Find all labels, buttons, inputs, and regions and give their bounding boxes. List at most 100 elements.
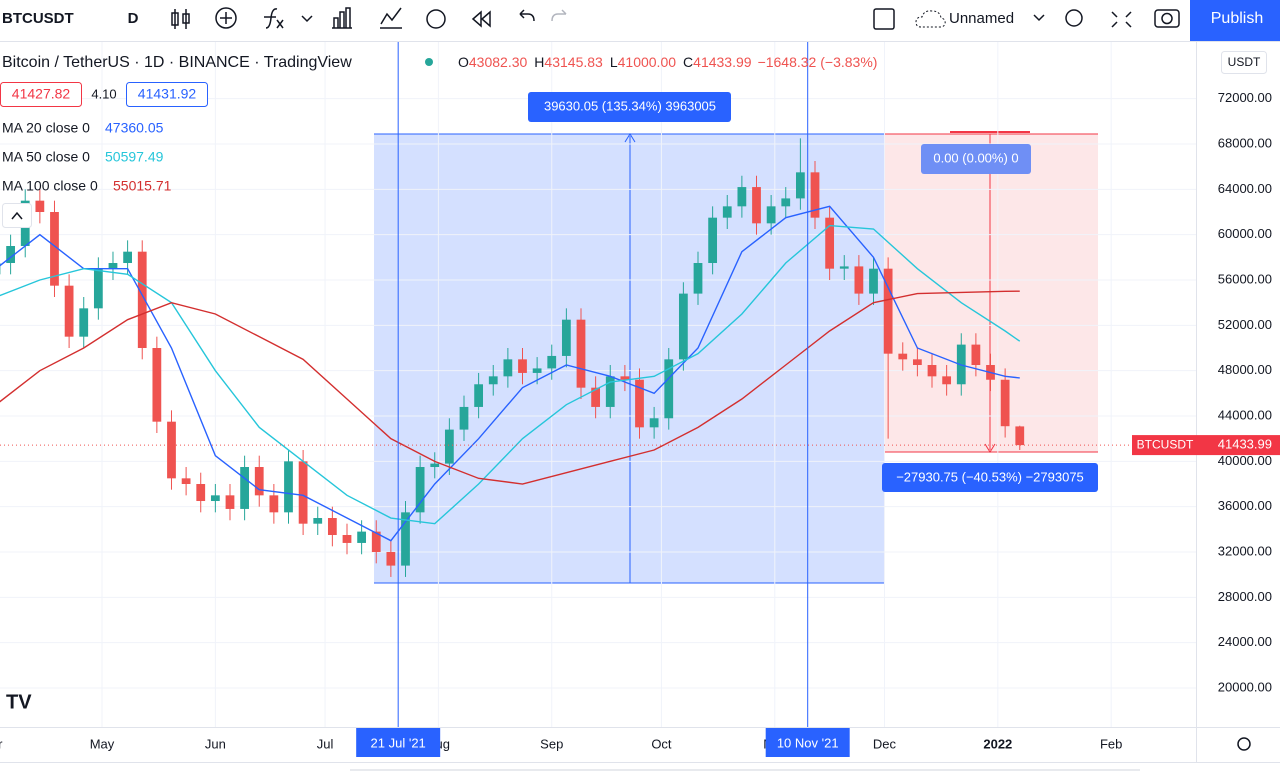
currency: USDT	[1228, 55, 1261, 69]
spread: 4.10	[91, 86, 116, 101]
publish-button[interactable]	[1190, 0, 1280, 41]
ma-legend-value: 50597.49	[105, 149, 164, 165]
ohlc-key: H	[534, 54, 544, 70]
plot-area: 39630.05 (135.34%) 3963005 0.00 (0.00%) …	[0, 42, 1196, 727]
candle-body	[240, 467, 249, 509]
candle-body	[167, 421, 176, 479]
toolbar	[0, 0, 1280, 42]
currency-box[interactable]	[1221, 51, 1267, 74]
measure-label-box	[882, 463, 1098, 492]
candle-body	[576, 319, 586, 388]
candle-body	[357, 531, 367, 543]
ask-box[interactable]	[126, 82, 208, 107]
y-tick-label: 64000.00	[1218, 181, 1272, 196]
price-axis: 20000.00 24000.00 28000.00 32000.00 36000.00…	[1218, 90, 1272, 694]
tv-logo[interactable]: TV	[6, 691, 32, 713]
ohlc-value: 43082.30	[469, 54, 528, 70]
layout-name[interactable]: Unnamed	[949, 10, 1014, 27]
publish-label: Publish	[1211, 10, 1263, 27]
candle-body	[898, 353, 908, 360]
candle-body	[35, 200, 45, 213]
cloud-icon[interactable]	[915, 10, 946, 28]
replay-icon[interactable]	[471, 10, 491, 28]
collapse-button[interactable]	[2, 203, 32, 228]
candle-body	[620, 376, 630, 380]
change: −1648.32 (−3.83%)	[758, 54, 878, 70]
candle-body	[108, 263, 118, 269]
candle-body	[795, 172, 805, 199]
candle-body	[591, 387, 601, 407]
candle-body	[313, 518, 323, 524]
ma-legend-name: MA 100 close 0	[2, 178, 98, 194]
templates-icon[interactable]	[332, 7, 352, 29]
y-tick-label: 40000.00	[1218, 453, 1272, 468]
candle-body	[722, 206, 732, 218]
alert-icon[interactable]	[426, 9, 446, 29]
y-tick-label: 48000.00	[1218, 362, 1272, 377]
chart-type-icon[interactable]	[171, 9, 190, 29]
candle-body	[737, 187, 747, 207]
settings-icon[interactable]	[1237, 737, 1251, 751]
toolbar-icons	[171, 7, 1180, 30]
y-tick-label: 44000.00	[1218, 407, 1272, 422]
measure-label-box	[921, 144, 1031, 174]
dropdown-icon[interactable]	[1033, 14, 1045, 22]
candle-body	[342, 535, 352, 543]
short-measure-box[interactable]	[884, 134, 1098, 452]
y-tick-label: 56000.00	[1218, 271, 1272, 286]
candle-body	[854, 266, 864, 294]
candle-body	[518, 359, 527, 373]
y-tick-label: 32000.00	[1218, 543, 1272, 558]
redo-icon[interactable]	[551, 9, 567, 22]
ohlc-key: C	[683, 54, 693, 70]
candle-body	[810, 172, 820, 218]
ma-legend-name: MA 50 close 0	[2, 149, 90, 165]
candle-body	[839, 266, 849, 269]
candle-body	[825, 217, 835, 269]
undo-icon[interactable]	[519, 9, 535, 22]
candle-body	[649, 418, 659, 428]
candle-body	[942, 376, 952, 385]
candle-body	[693, 263, 703, 294]
candle-body	[415, 467, 425, 513]
interval-button[interactable]: D	[128, 10, 139, 27]
measure-label-box	[528, 92, 731, 122]
arrow-head	[624, 133, 636, 143]
price-tag-symbol: BTCUSDT	[1137, 437, 1194, 451]
plus	[220, 12, 232, 24]
candle-body	[430, 463, 440, 468]
x-tick-label: Dec	[873, 736, 897, 751]
candle-body	[371, 531, 381, 553]
snapshot-icon[interactable]	[1154, 9, 1180, 28]
bid: 41427.82	[12, 86, 71, 102]
expand-icon[interactable]	[1111, 11, 1132, 28]
candle-body	[152, 348, 162, 422]
candle-body	[766, 206, 776, 224]
time-axis: AprMayJunJulAugSepOctNovDec2022Feb21 Jul…	[0, 728, 1122, 757]
x-tick-label: Apr	[0, 736, 3, 751]
candle-body	[1015, 426, 1025, 446]
y-tick-label: 20000.00	[1218, 679, 1272, 694]
candle-body	[561, 319, 571, 356]
x-tick-label: Jun	[205, 736, 226, 751]
ohlc-value: 41433.99	[693, 54, 752, 70]
moving-averages	[0, 205, 1021, 542]
fullscreen-icon[interactable]	[873, 8, 895, 30]
candle-body	[869, 268, 878, 294]
x-tick-label: Feb	[1100, 736, 1122, 751]
symbol-button[interactable]: BTCUSDT	[2, 10, 74, 27]
long-measure-box[interactable]	[374, 134, 884, 583]
compare-icon[interactable]	[380, 7, 402, 29]
measure-label: −27930.75 (−40.53%) −2793075	[896, 469, 1084, 484]
measure-label: 0.00 (0.00%) 0	[933, 150, 1018, 165]
y-tick-label: 52000.00	[1218, 317, 1272, 332]
arrow-head	[984, 443, 996, 453]
candle-body	[50, 212, 59, 286]
indicator-add-icon[interactable]	[215, 7, 237, 29]
settings-icon[interactable]	[1065, 9, 1083, 27]
dropdown-icon[interactable]	[301, 15, 313, 23]
bid-box[interactable]	[0, 82, 82, 107]
candle-body	[678, 293, 688, 360]
collapse-icon	[11, 211, 23, 220]
fx-icon[interactable]	[264, 8, 284, 29]
